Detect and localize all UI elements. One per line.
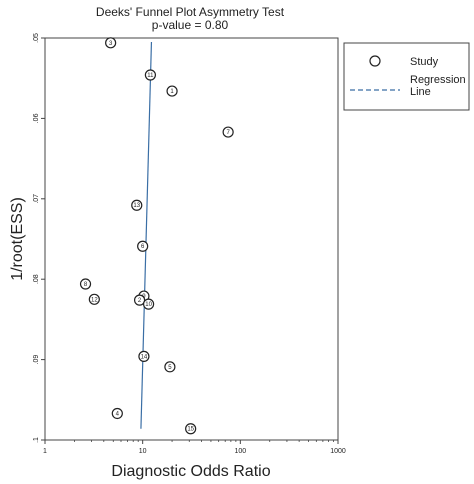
regression-line <box>140 42 153 429</box>
chart-title: Deeks' Funnel Plot Asymmetry Test <box>96 5 285 19</box>
legend-regression-label-line2: Line <box>410 86 431 98</box>
study-point-label: 13 <box>133 203 140 209</box>
x-tick-label: 10 <box>139 448 147 455</box>
study-point-4 <box>111 407 123 420</box>
study-point-10 <box>142 298 155 310</box>
study-points: 311171368129210145415 <box>79 37 234 435</box>
legend: Study Regression Line <box>343 42 470 111</box>
study-point-2 <box>133 294 146 306</box>
study-point-label: 7 <box>226 130 230 136</box>
study-point-8 <box>79 278 92 290</box>
study-point-label: 12 <box>91 297 98 303</box>
x-axis: 1 10 100 1000 <box>43 440 346 455</box>
chart-subtitle: p-value = 0.80 <box>152 18 229 32</box>
study-point-label: 14 <box>141 354 148 360</box>
x-tick-label: 1000 <box>330 448 346 455</box>
legend-regression-label: Regression Line <box>410 74 469 98</box>
legend-regression-label-line1: Regression <box>410 74 466 86</box>
study-point-label: 5 <box>168 365 172 371</box>
y-tick-label: .1 <box>33 437 40 443</box>
y-tick-label: .07 <box>33 194 40 204</box>
study-point-label: 2 <box>138 298 142 304</box>
study-point-label: 11 <box>147 73 154 79</box>
study-point-label: 3 <box>109 41 113 47</box>
study-point-label: 4 <box>116 411 120 417</box>
study-point-label: 15 <box>187 427 194 433</box>
study-point-label: 1 <box>170 89 174 95</box>
y-tick-label: .09 <box>33 355 40 365</box>
x-tick-label: 1 <box>43 448 47 455</box>
study-point-15 <box>185 423 197 435</box>
study-point-1 <box>166 85 178 97</box>
y-tick-label: .08 <box>33 274 40 284</box>
legend-study-label: Study <box>410 56 439 68</box>
study-point-5 <box>164 361 176 373</box>
study-point-12 <box>88 293 100 305</box>
x-tick-label: 100 <box>234 448 246 455</box>
x-axis-label: Diagnostic Odds Ratio <box>111 463 270 480</box>
y-axis-label: 1/root(ESS) <box>9 197 26 281</box>
study-point-11 <box>144 69 157 81</box>
y-tick-label: .06 <box>33 113 40 123</box>
study-point-6 <box>137 240 149 252</box>
study-point-label: 6 <box>141 244 145 250</box>
study-point-7 <box>222 126 234 138</box>
plot-area <box>44 37 339 441</box>
y-axis: .05 .06 .07 .08 .09 .1 <box>33 33 45 443</box>
study-point-14 <box>138 350 150 362</box>
legend-study-marker <box>369 55 381 67</box>
study-point-label: 10 <box>145 302 152 308</box>
study-point-3 <box>105 37 117 49</box>
study-point-label: 8 <box>84 282 88 288</box>
y-tick-label: .05 <box>33 33 40 43</box>
legend-box <box>343 42 470 111</box>
study-point-13 <box>131 199 143 211</box>
